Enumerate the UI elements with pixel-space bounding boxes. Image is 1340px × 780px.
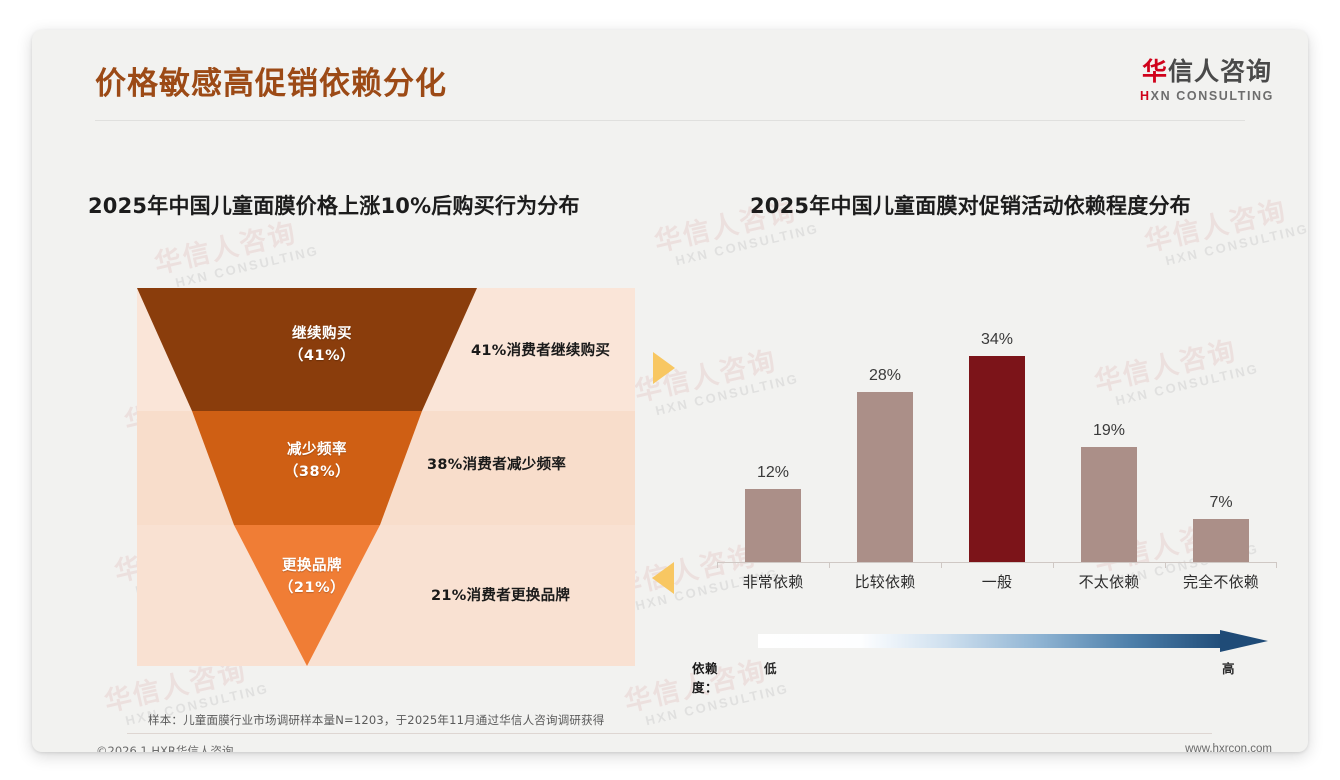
- sample-footnote: 样本：儿童面膜行业市场调研样本量N=1203，于2025年11月通过华信人咨询调…: [148, 713, 605, 727]
- logo-en-rest: XN CONSULTING: [1150, 88, 1274, 103]
- funnel-chart: 继续购买 （41%） 减少频率 （38%） 更换品牌 （21%） 41%消费者继…: [137, 288, 635, 666]
- funnel-band-2: [137, 525, 635, 666]
- funnel-note-0: 41%消费者继续购买: [471, 343, 611, 359]
- watermark-en: HXN CONSULTING: [673, 220, 821, 269]
- right-chart-title: 2025年中国儿童面膜对促销活动依赖程度分布: [750, 194, 1191, 218]
- funnel-label-text-1: 减少频率: [287, 442, 347, 458]
- funnel-shape: [137, 288, 477, 666]
- bar-column[interactable]: 7%: [1165, 320, 1277, 562]
- bar-column[interactable]: 19%: [1053, 320, 1165, 562]
- gradient-arrow-icon: [758, 630, 1268, 652]
- logo-en-accent: H: [1140, 88, 1151, 103]
- funnel-segment-label-2: 更换品牌 （21%）: [232, 556, 392, 600]
- watermark: 华信人咨询 HXN CONSULTING: [151, 215, 321, 294]
- legend-high-label: 高: [1222, 661, 1235, 676]
- play-right-icon: [653, 352, 675, 384]
- bar-rect[interactable]: [1193, 519, 1249, 562]
- bar-category-label: 非常依赖: [742, 573, 804, 591]
- bar-category-label: 不太依赖: [1078, 573, 1140, 591]
- bar-value-label: 7%: [1209, 494, 1233, 511]
- funnel-label-text-0: 继续购买: [292, 326, 352, 342]
- funnel-label-text-2: 更换品牌: [282, 558, 342, 574]
- funnel-note-2: 21%消费者更换品牌: [431, 588, 571, 604]
- funnel-label-value-0: （41%）: [288, 347, 356, 364]
- logo-chinese: 华信人咨询: [1140, 58, 1274, 86]
- axis-tick: [829, 562, 830, 568]
- bar-value-label: 28%: [868, 367, 902, 384]
- dependency-bar-chart: 12% 28% 34% 19% 7%: [717, 320, 1277, 562]
- bar-rect[interactable]: [1081, 447, 1137, 562]
- footer-copyright: ©2026.1 HXR华信人咨询: [96, 744, 234, 752]
- bar-value-label: 12%: [756, 464, 790, 481]
- axis-tick: [717, 562, 718, 568]
- funnel-segment-label-1: 减少频率 （38%）: [237, 440, 397, 484]
- funnel-segment-label-0: 继续购买 （41%）: [242, 324, 402, 368]
- funnel-segment-2[interactable]: [234, 525, 380, 666]
- bar-rect[interactable]: [857, 392, 913, 562]
- company-logo: 华信人咨询 HXN CONSULTING: [1140, 58, 1274, 103]
- funnel-segment-1[interactable]: [192, 411, 422, 525]
- bar-column[interactable]: 28%: [829, 320, 941, 562]
- bar-rect[interactable]: [969, 356, 1025, 562]
- footer-website: www.hxrcon.com: [1185, 743, 1272, 752]
- watermark-cn: 华信人咨询: [151, 217, 300, 281]
- bar-value-label: 34%: [980, 331, 1014, 348]
- slide-card: 华信人咨询 HXN CONSULTING 华信人咨询 HXN CONSULTIN…: [32, 30, 1308, 752]
- legend-low-label: 低: [764, 661, 777, 676]
- play-left-icon: [652, 562, 674, 594]
- bar-value-label: 19%: [1092, 422, 1126, 439]
- funnel-note-1: 38%消费者减少频率: [427, 457, 567, 473]
- legend-title: 依赖度：: [692, 661, 719, 695]
- watermark-en: HXN CONSULTING: [173, 242, 321, 291]
- logo-accent-char: 华: [1141, 57, 1168, 86]
- bar-category-label: 一般: [981, 573, 1013, 591]
- axis-tick: [1165, 562, 1166, 568]
- funnel-label-value-2: （21%）: [278, 579, 346, 596]
- page-title: 价格敏感高促销依赖分化: [95, 66, 447, 102]
- bar-column-highlight[interactable]: 34%: [941, 320, 1053, 562]
- bar-category-label: 完全不依赖: [1182, 573, 1259, 591]
- bar-rect[interactable]: [745, 489, 801, 562]
- axis-tick: [1053, 562, 1054, 568]
- axis-tick: [941, 562, 942, 568]
- left-chart-title: 2025年中国儿童面膜价格上涨10%后购买行为分布: [88, 194, 580, 218]
- watermark-en: HXN CONSULTING: [1163, 220, 1308, 269]
- bar-chart-axis: [717, 562, 1277, 563]
- bar-category-label: 比较依赖: [854, 573, 916, 591]
- axis-tick: [1276, 562, 1277, 568]
- footer-divider: [127, 733, 1212, 734]
- bar-column[interactable]: 12%: [717, 320, 829, 562]
- funnel-label-value-1: （38%）: [283, 463, 351, 480]
- logo-rest-chars: 信人咨询: [1168, 57, 1273, 86]
- bar-category-labels: 非常依赖 比较依赖 一般 不太依赖 完全不依赖: [717, 571, 1277, 592]
- header-divider: [95, 120, 1245, 121]
- funnel-segment-0[interactable]: [137, 288, 477, 411]
- logo-english: HXN CONSULTING: [1140, 89, 1274, 103]
- bar-plot-area: 12% 28% 34% 19% 7%: [717, 320, 1277, 562]
